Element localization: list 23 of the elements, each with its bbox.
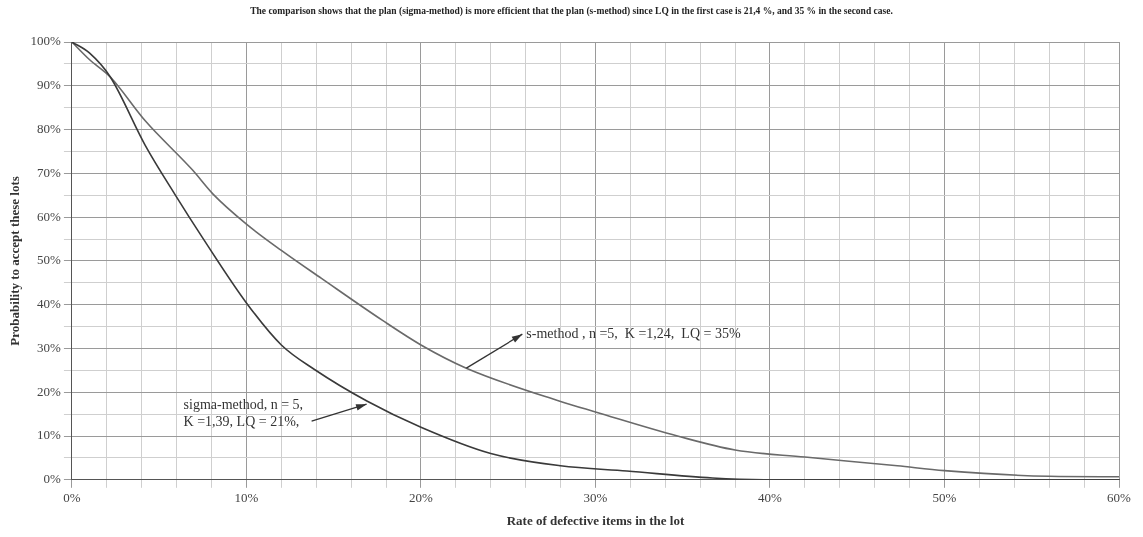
y-tick-label: 70% xyxy=(37,164,62,180)
y-tick-label: 50% xyxy=(37,252,62,268)
y-tick-label: 100% xyxy=(30,33,62,49)
x-tick-label: 60% xyxy=(1107,490,1132,506)
y-tick-label: 30% xyxy=(37,339,62,355)
y-axis-title: Probability to accept these lots xyxy=(7,176,23,346)
x-tick-label: 50% xyxy=(932,490,957,506)
x-tick-label: 0% xyxy=(63,490,81,506)
annotation: sigma-method, n = 5, K =1,39, LQ = 21%, xyxy=(183,397,304,430)
y-tick-label: 20% xyxy=(37,383,62,399)
y-tick-label: 40% xyxy=(37,296,62,312)
y-tick-label: 60% xyxy=(37,208,62,224)
y-tick-label: 80% xyxy=(37,120,62,136)
x-tick-label: 40% xyxy=(758,490,783,506)
x-tick-label: 10% xyxy=(234,490,259,506)
chart-title: The comparison shows that the plan (sigma-method) is more efficient that the plan (s-method) since LQ in the first case is 21,4 %, and 35 % in the second case. xyxy=(249,6,894,16)
x-axis-title: Rate of defective items in the lot xyxy=(506,512,685,528)
y-tick-label: 90% xyxy=(37,77,62,93)
annotation: s-method , n =5, K =1,24, LQ = 35% xyxy=(526,326,741,342)
x-tick-label: 20% xyxy=(409,490,434,506)
x-tick-label: 30% xyxy=(583,490,608,506)
y-tick-label: 10% xyxy=(37,427,62,443)
y-tick-label: 0% xyxy=(43,471,62,487)
